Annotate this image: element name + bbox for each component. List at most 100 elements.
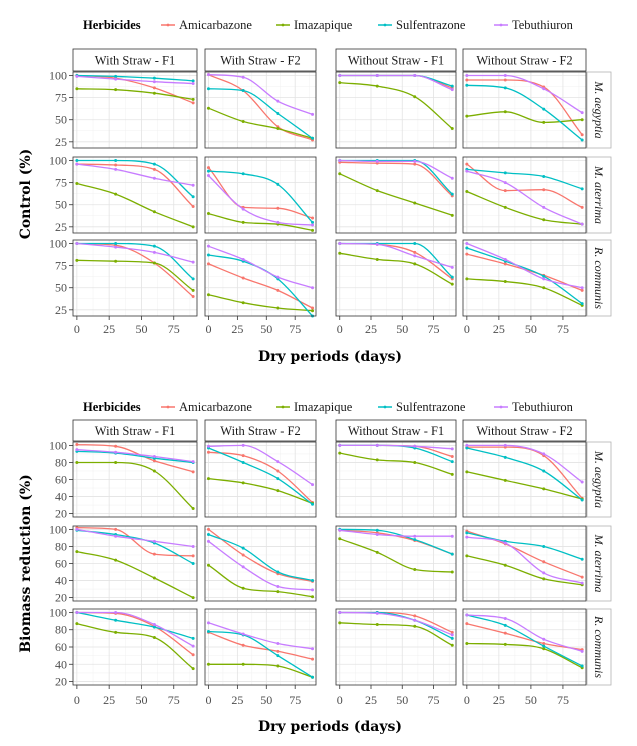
- data-point-tebuthiuron: [375, 533, 379, 537]
- x-tick-label: 50: [396, 693, 408, 707]
- series-line-sulfentrazone: [76, 74, 194, 82]
- data-point-imazapique: [542, 647, 546, 651]
- series-line-sulfentrazone: [76, 529, 194, 565]
- series-line-imazapique: [339, 81, 453, 130]
- data-point-tebuthiuron: [276, 275, 280, 279]
- legend-label-imazapique: Imazapique: [294, 400, 353, 414]
- data-point-tebuthiuron: [542, 87, 546, 91]
- data-point-imazapique: [75, 550, 79, 554]
- series-line-imazapique: [466, 278, 583, 306]
- data-point-amicarbazone: [465, 622, 469, 626]
- data-point-imazapique: [465, 470, 469, 474]
- data-point-tebuthiuron: [580, 581, 584, 585]
- panel-background: [463, 72, 586, 148]
- legend-key-point: [383, 405, 387, 409]
- series-line-tebuthiuron: [339, 529, 453, 537]
- series-line-imazapique: [76, 259, 194, 291]
- panel-border: [335, 608, 457, 686]
- data-point-imazapique: [114, 460, 118, 464]
- data-point-tebuthiuron: [580, 480, 584, 484]
- x-tick-label: 75: [289, 322, 301, 336]
- series-line-amicarbazone: [466, 163, 583, 208]
- data-point-amicarbazone: [152, 86, 156, 90]
- data-point-tebuthiuron: [191, 81, 195, 85]
- series-line-amicarbazone: [466, 446, 583, 499]
- data-point-tebuthiuron: [503, 257, 507, 261]
- data-point-imazapique: [450, 127, 454, 131]
- data-point-amicarbazone: [114, 163, 118, 167]
- series-line-amicarbazone: [208, 631, 313, 660]
- legend-label-sulfentrazone: Sulfentrazone: [396, 400, 466, 414]
- data-point-imazapique: [276, 306, 280, 310]
- data-point-tebuthiuron: [311, 588, 315, 592]
- legend-label-sulfentrazone: Sulfentrazone: [396, 18, 466, 32]
- series-line-tebuthiuron: [76, 611, 194, 647]
- legend-key-point: [166, 23, 170, 27]
- data-point-tebuthiuron: [75, 162, 79, 166]
- series-line-sulfentrazone: [208, 630, 313, 678]
- data-point-imazapique: [338, 251, 342, 255]
- x-axis-title: Dry periods (days): [258, 349, 402, 365]
- data-point-tebuthiuron: [450, 176, 454, 180]
- data-point-tebuthiuron: [276, 460, 280, 464]
- data-point-imazapique: [276, 664, 280, 668]
- data-point-sulfentrazone: [375, 528, 379, 532]
- data-point-tebuthiuron: [450, 265, 454, 269]
- facet-strip-label: With Straw - F1: [95, 54, 175, 68]
- data-point-amicarbazone: [206, 450, 210, 454]
- y-tick-label: 60: [55, 640, 67, 654]
- series-line-tebuthiuron: [76, 528, 194, 548]
- data-point-sulfentrazone: [450, 192, 454, 196]
- series-line-amicarbazone: [208, 167, 313, 219]
- data-point-imazapique: [338, 172, 342, 176]
- panel-border: [72, 525, 198, 602]
- data-point-imazapique: [241, 662, 245, 666]
- data-point-tebuthiuron: [542, 571, 546, 575]
- data-point-sulfentrazone: [191, 195, 195, 199]
- data-point-imazapique: [206, 477, 210, 481]
- series-line-sulfentrazone: [466, 614, 583, 667]
- series-line-imazapique: [208, 107, 313, 139]
- data-point-tebuthiuron: [75, 448, 79, 452]
- data-point-imazapique: [206, 662, 210, 666]
- data-point-amicarbazone: [542, 560, 546, 564]
- data-point-tebuthiuron: [276, 220, 280, 224]
- data-point-imazapique: [206, 563, 210, 567]
- data-point-sulfentrazone: [503, 86, 507, 90]
- data-point-sulfentrazone: [152, 162, 156, 166]
- data-point-tebuthiuron: [75, 610, 79, 614]
- data-point-imazapique: [503, 478, 507, 482]
- series-line-amicarbazone: [208, 451, 313, 503]
- data-point-tebuthiuron: [503, 181, 507, 185]
- data-point-tebuthiuron: [542, 205, 546, 209]
- series-line-amicarbazone: [339, 161, 453, 197]
- facet-row-label: M. aegyptia: [592, 80, 606, 138]
- data-point-sulfentrazone: [311, 220, 315, 224]
- legend-label-amicarbazone: Amicarbazone: [179, 400, 252, 414]
- legend-title: Herbicides: [83, 400, 141, 414]
- data-point-sulfentrazone: [276, 182, 280, 186]
- series-line-tebuthiuron: [466, 444, 583, 483]
- data-point-amicarbazone: [503, 78, 507, 82]
- panel-border: [335, 441, 457, 518]
- data-point-imazapique: [75, 258, 79, 262]
- legend-title: Herbicides: [83, 18, 141, 32]
- data-point-imazapique: [450, 643, 454, 647]
- y-tick-label: 20: [55, 507, 67, 521]
- data-point-amicarbazone: [413, 614, 417, 618]
- data-point-sulfentrazone: [465, 83, 469, 87]
- x-tick-label: 0: [74, 693, 80, 707]
- y-tick-label: 60: [55, 557, 67, 571]
- panel-border: [72, 608, 198, 686]
- legend-label-tebuthiuron: Tebuthiuron: [512, 400, 574, 414]
- data-point-tebuthiuron: [114, 450, 118, 454]
- x-tick-label: 25: [103, 693, 115, 707]
- data-point-imazapique: [542, 286, 546, 290]
- data-point-sulfentrazone: [206, 253, 210, 257]
- data-point-imazapique: [338, 621, 342, 625]
- data-point-tebuthiuron: [152, 80, 156, 84]
- data-point-tebuthiuron: [375, 159, 379, 163]
- data-point-amicarbazone: [191, 204, 195, 208]
- data-point-tebuthiuron: [503, 541, 507, 545]
- data-point-sulfentrazone: [206, 169, 210, 173]
